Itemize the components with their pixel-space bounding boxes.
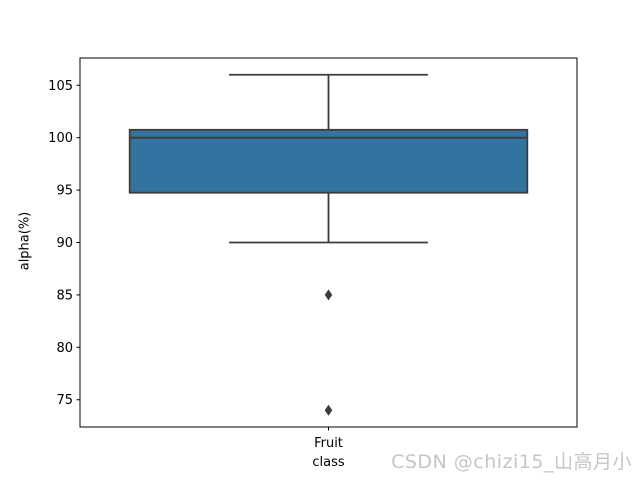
y-tick-label: 105 [48, 79, 73, 94]
outlier-diamond [324, 289, 333, 301]
x-tick-label: Fruit [314, 436, 343, 451]
iqr-box [128, 128, 529, 194]
x-tick-label: class [312, 455, 344, 470]
y-tick-label: 75 [56, 393, 73, 408]
watermark: CSDN @chizi15_山高月小 [391, 451, 632, 473]
y-axis-label: alpha(%) [17, 211, 33, 271]
y-tick-label: 100 [48, 131, 73, 146]
y-tick-label: 90 [56, 236, 73, 251]
y-tick-label: 85 [56, 288, 73, 303]
y-tick-label: 95 [56, 184, 73, 199]
y-tick-label: 80 [56, 341, 73, 356]
outlier-diamond [324, 404, 333, 416]
